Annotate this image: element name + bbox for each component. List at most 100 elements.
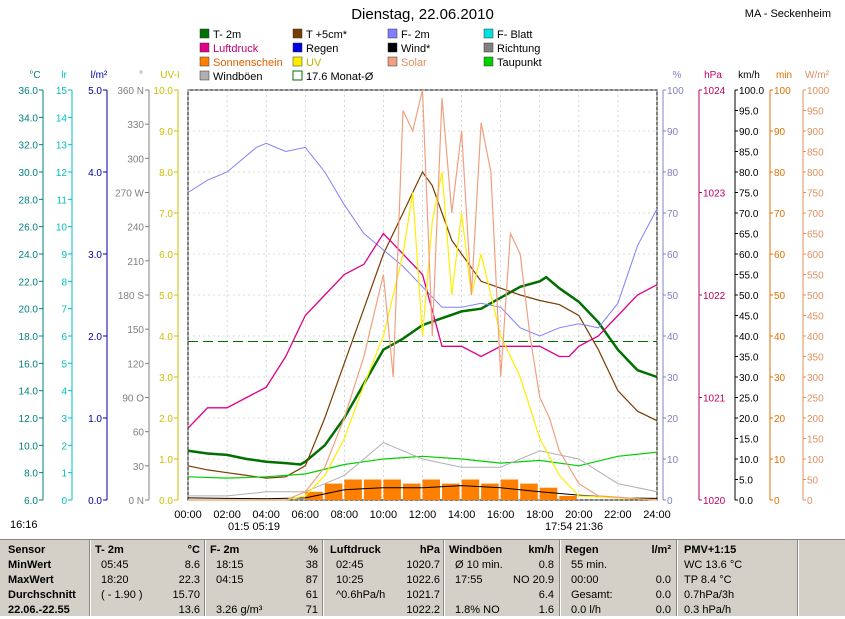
legend-label: Richtung bbox=[497, 43, 540, 55]
wind-row-value: 6.4 bbox=[538, 589, 554, 601]
legend-label: Luftdruck bbox=[213, 43, 259, 55]
t2m-row-value: 8.6 bbox=[184, 559, 200, 571]
axis-tick-label: 75.0 bbox=[739, 189, 759, 200]
wind-row-label: 17:55 bbox=[455, 574, 483, 586]
legend-swatch bbox=[387, 28, 398, 39]
axis-tick-label: 45.0 bbox=[739, 312, 759, 323]
axis-tick-label: 350 bbox=[807, 353, 824, 364]
pmv-value: TP 8.4 °C bbox=[684, 574, 732, 586]
axis-tick-label: 0 bbox=[61, 496, 67, 507]
axis-tick-label: 30 bbox=[133, 462, 145, 473]
axis-tick-label: 1023 bbox=[703, 189, 726, 200]
x-tick-label: 14:00 bbox=[448, 509, 476, 521]
axis-tick-label: 120 bbox=[127, 359, 144, 370]
wind-row-value: 1.6 bbox=[538, 604, 554, 616]
axis-tick-label: 90 O bbox=[122, 394, 144, 405]
axis-tick-label: 1.0 bbox=[159, 455, 173, 466]
sunshine-bar bbox=[383, 479, 401, 500]
legend-label: Windböen bbox=[213, 71, 263, 83]
legend-label: T- 2m bbox=[213, 29, 241, 41]
regen-row-label: 0.0 l/h bbox=[571, 604, 601, 616]
regen-unit: l/m² bbox=[651, 544, 671, 556]
axis-tick-label: 1020 bbox=[703, 496, 726, 507]
luft-row-value: 1022.2 bbox=[406, 604, 440, 616]
luft-row-value: 1020.7 bbox=[406, 559, 440, 571]
sunset-times: 17:54 21:36 bbox=[545, 521, 603, 533]
luft-unit: hPa bbox=[419, 544, 440, 556]
axis-tick-label: 1024 bbox=[703, 86, 726, 97]
t2m-row-value: 13.6 bbox=[178, 604, 200, 616]
axis-tick-label: 32.0 bbox=[19, 141, 39, 152]
axis-tick-label: 55.0 bbox=[739, 271, 759, 282]
axis-tick-label: 5.0 bbox=[739, 476, 753, 487]
series-line-f-2m bbox=[187, 142, 658, 337]
legend-label: T +5cm* bbox=[306, 29, 348, 41]
x-tick-label: 02:00 bbox=[213, 509, 241, 521]
t2m-row-label: ( - 1.90 ) bbox=[101, 589, 143, 601]
wind-header: Windböen bbox=[449, 544, 503, 556]
axis-tick-label: 200 bbox=[807, 414, 824, 425]
t2m-column: T- 2m °C 05:45 8.6 18:20 22.3 ( - 1.90 ) 15.70 1… bbox=[95, 540, 200, 616]
axis-tick-label: 18.0 bbox=[19, 332, 39, 343]
axis-tick-label: 0 bbox=[667, 496, 673, 507]
series-line-luftdruck bbox=[187, 232, 658, 429]
legend-swatch bbox=[199, 56, 210, 67]
legend-swatch bbox=[199, 42, 210, 53]
axis-tick-label: 2.0 bbox=[88, 332, 102, 343]
axis-tick-label: 34.0 bbox=[19, 113, 39, 124]
axis-tick-label: 25.0 bbox=[739, 394, 759, 405]
axis-tick-label: 800 bbox=[807, 168, 824, 179]
axis-tick-label: 360 N bbox=[117, 86, 144, 97]
sunshine-bar bbox=[422, 479, 441, 500]
axis-tick-label: 240 bbox=[127, 223, 144, 234]
pmv-value: 0.7hPa/3h bbox=[684, 589, 735, 601]
axis-tick-label: 2.0 bbox=[159, 414, 173, 425]
legend-label: UV bbox=[306, 57, 322, 69]
legend-label: F- Blatt bbox=[497, 29, 532, 41]
axis-tick-label: 90 bbox=[667, 127, 679, 138]
t2m-header: T- 2m bbox=[95, 544, 124, 556]
legend-swatch bbox=[483, 56, 494, 67]
axis-tick-label: 9.0 bbox=[159, 127, 173, 138]
axis-tick-label: 3.0 bbox=[88, 250, 102, 261]
legend-swatch bbox=[292, 70, 303, 81]
regen-row-label: 00:00 bbox=[571, 574, 599, 586]
minwert-label: MinWert bbox=[8, 559, 52, 571]
sunshine-bar bbox=[442, 483, 460, 500]
series-line-uv bbox=[188, 171, 658, 501]
axis-unit-label: ° bbox=[139, 70, 143, 81]
luft-row-label: 02:45 bbox=[336, 559, 364, 571]
axis-tick-label: 36.0 bbox=[19, 86, 39, 97]
axis-tick-label: 1.0 bbox=[88, 414, 102, 425]
axis-tick-label: 1021 bbox=[703, 394, 726, 405]
axis-unit-label: W/m² bbox=[805, 70, 830, 81]
page-title: Dienstag, 22.06.2010 bbox=[351, 6, 494, 23]
x-tick-label: 16:00 bbox=[487, 509, 515, 521]
t2m-row-value: 22.3 bbox=[178, 574, 200, 586]
legend-label: Wind* bbox=[401, 43, 431, 55]
axis-tick-label: 400 bbox=[807, 332, 824, 343]
axis-tick-label: 8.0 bbox=[159, 168, 173, 179]
axis-tick-label: 0.0 bbox=[159, 496, 173, 507]
axis-tick-label: 3.0 bbox=[159, 373, 173, 384]
legend-label: Solar bbox=[401, 57, 427, 69]
pmv-value: WC 13.6 °C bbox=[684, 559, 743, 571]
legend-swatch bbox=[483, 42, 494, 53]
axis-unit-label: min bbox=[776, 70, 792, 81]
wind-row-label: Ø 10 min. bbox=[455, 559, 503, 571]
axis-tick-label: 10 bbox=[56, 223, 68, 234]
x-tick-label: 10:00 bbox=[370, 509, 398, 521]
axis-unit-label: km/h bbox=[738, 70, 760, 81]
luft-row-value: 1021.7 bbox=[406, 589, 440, 601]
t2m-row-value: 15.70 bbox=[172, 589, 200, 601]
legend-label: F- 2m bbox=[401, 29, 430, 41]
wind-row-label: 1.8% NO bbox=[455, 604, 500, 616]
f2m-row-value: 71 bbox=[305, 604, 318, 616]
axis-tick-label: 2 bbox=[61, 441, 67, 452]
axis-tick-label: 50 bbox=[774, 291, 786, 302]
axis-tick-label: 650 bbox=[807, 230, 824, 241]
axis-tick-label: 100 bbox=[667, 86, 684, 97]
axis-tick-label: 700 bbox=[807, 209, 824, 220]
axis-tick-label: 80 bbox=[774, 168, 786, 179]
t2m-unit: °C bbox=[187, 544, 200, 556]
